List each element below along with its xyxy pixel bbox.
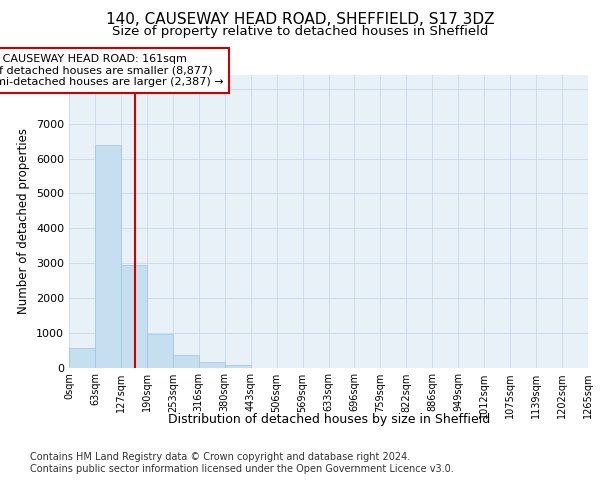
Text: Distribution of detached houses by size in Sheffield: Distribution of detached houses by size …: [167, 412, 490, 426]
Bar: [147, 334, 173, 368]
Bar: [225, 364, 251, 368]
Bar: [173, 354, 199, 368]
Bar: [121, 266, 147, 368]
Bar: [69, 348, 95, 368]
Y-axis label: Number of detached properties: Number of detached properties: [17, 128, 31, 314]
Bar: [95, 144, 121, 368]
Text: Size of property relative to detached houses in Sheffield: Size of property relative to detached ho…: [112, 25, 488, 38]
Text: 140, CAUSEWAY HEAD ROAD, SHEFFIELD, S17 3DZ: 140, CAUSEWAY HEAD ROAD, SHEFFIELD, S17 …: [106, 12, 494, 28]
Text: 140 CAUSEWAY HEAD ROAD: 161sqm
← 79% of detached houses are smaller (8,877)
21% : 140 CAUSEWAY HEAD ROAD: 161sqm ← 79% of …: [0, 54, 224, 87]
Text: Contains HM Land Registry data © Crown copyright and database right 2024.
Contai: Contains HM Land Registry data © Crown c…: [30, 452, 454, 474]
Bar: [199, 362, 224, 368]
